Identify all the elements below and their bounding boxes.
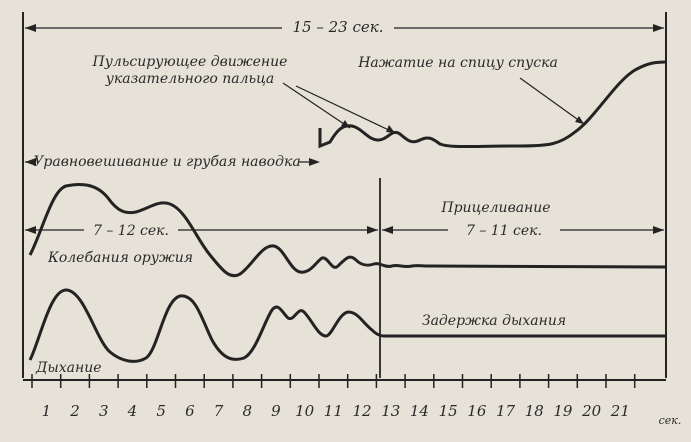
- tick-label-21: 21: [610, 402, 630, 420]
- balancing-label: Уравновешивание и грубая наводка: [33, 154, 300, 170]
- finger-pulse-arrowhead-2: [386, 125, 395, 133]
- trigger-press-label: Нажатие на спицу спуска: [357, 55, 558, 71]
- finger-pulse-label-line1: Пульсирующее движение: [92, 54, 288, 70]
- tick-label-11: 11: [324, 402, 343, 420]
- aiming-label: Прицеливание: [440, 200, 550, 216]
- tick-label-4: 4: [127, 402, 138, 420]
- time-axis-ticks: 1 2 3 4 5 6 7 8 9 10 11 12 13 14 15 16 17 18 19 20 21: [31, 374, 636, 420]
- weapon-oscillation-label: Колебания оружия: [47, 250, 193, 266]
- time-axis-unit: сек.: [659, 414, 682, 427]
- tick-label-17: 17: [496, 402, 516, 420]
- trigger-pressure-curve: [318, 60, 667, 149]
- tick-label-7: 7: [214, 402, 224, 420]
- total-duration-arrowhead-left: [25, 24, 36, 32]
- tick-label-12: 12: [353, 402, 372, 420]
- breathing-curve: [28, 288, 666, 363]
- tick-label-16: 16: [467, 402, 487, 420]
- total-duration-arrowhead-right: [653, 24, 664, 32]
- total-duration-label: 15 – 23 сек.: [293, 18, 384, 36]
- balancing-duration-arrowhead-left: [25, 226, 36, 234]
- tick-label-20: 20: [581, 402, 602, 420]
- tick-label-3: 3: [99, 402, 109, 420]
- trigger-press-arrowhead: [575, 116, 584, 124]
- breath-hold-label: Задержка дыхания: [422, 313, 566, 329]
- tick-label-9: 9: [271, 402, 281, 420]
- aiming-duration-arrowhead-right: [653, 226, 664, 234]
- tick-label-2: 2: [69, 402, 80, 420]
- aiming-duration-label: 7 – 11 сек.: [466, 223, 542, 239]
- finger-pulse-pointer-2: [295, 85, 396, 134]
- tick-label-14: 14: [410, 402, 429, 420]
- tick-label-10: 10: [295, 402, 315, 420]
- trigger-press-pointer: [519, 77, 585, 125]
- tick-label-5: 5: [156, 402, 166, 420]
- tick-label-19: 19: [553, 402, 573, 420]
- tick-label-6: 6: [185, 402, 195, 420]
- breathing-label: Дыхание: [35, 360, 102, 376]
- finger-pulse-label-line2: указательного пальца: [105, 71, 275, 87]
- balancing-duration-label: 7 – 12 сек.: [93, 223, 169, 239]
- balancing-arrowhead-right: [309, 158, 320, 166]
- tick-label-1: 1: [42, 402, 52, 420]
- tick-label-13: 13: [381, 402, 400, 420]
- tick-label-8: 8: [242, 402, 252, 420]
- balancing-arrowhead-left: [25, 158, 36, 166]
- aiming-duration-arrowhead-left: [382, 226, 393, 234]
- balancing-duration-arrowhead-right: [367, 226, 378, 234]
- weapon-oscillation-curve: [28, 183, 667, 278]
- finger-pulse-pointer-1: [282, 82, 351, 129]
- tick-label-18: 18: [525, 402, 544, 420]
- tick-label-15: 15: [439, 402, 458, 420]
